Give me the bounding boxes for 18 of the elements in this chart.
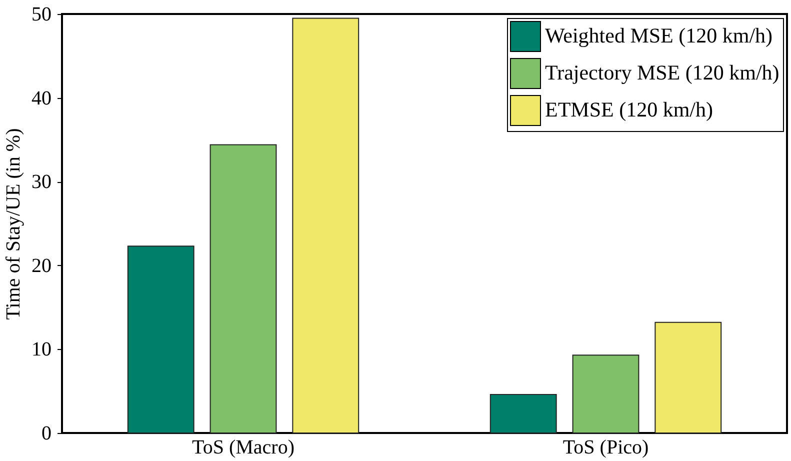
- y-tick-label: 0: [42, 422, 52, 444]
- y-tick-label: 30: [32, 171, 52, 194]
- x-tick-label: ToS (Macro): [192, 436, 294, 458]
- y-tick-label: 50: [32, 4, 52, 26]
- bar: [210, 144, 277, 434]
- legend-label: Weighted MSE (120 km/h): [545, 24, 773, 48]
- bar: [572, 354, 640, 434]
- bar: [292, 18, 360, 434]
- legend-label: ETMSE (120 km/h): [545, 98, 713, 122]
- legend-label: Trajectory MSE (120 km/h): [545, 60, 780, 84]
- y-axis-title: Time of Stay/UE (in %): [2, 128, 24, 320]
- bar: [654, 322, 722, 434]
- bar: [490, 394, 557, 434]
- bar: [127, 246, 194, 434]
- y-tick-label: 20: [32, 254, 52, 277]
- y-tick-label: 40: [32, 87, 52, 110]
- y-tick-label: 10: [32, 338, 52, 361]
- x-tick-label: ToS (Pico): [562, 436, 649, 458]
